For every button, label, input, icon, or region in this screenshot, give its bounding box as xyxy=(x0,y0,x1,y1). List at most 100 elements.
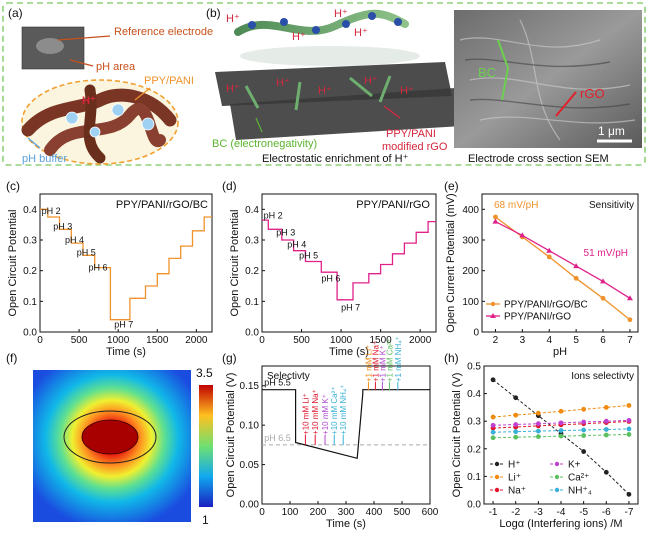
d-ph-annotation: pH 7 xyxy=(341,303,360,313)
e-slope-bc: 68 mV/pH xyxy=(494,200,538,211)
g-ytick-label: 0.10 xyxy=(240,421,260,432)
c-chart-title: PPY/PANI/rGO/BC xyxy=(116,199,208,211)
h-plus-b4: H⁺ xyxy=(354,27,368,39)
sem-rgo-arrow xyxy=(555,91,577,117)
g-addition-label: +1 mM Ca²⁺ xyxy=(385,338,394,382)
h-point xyxy=(581,427,587,433)
h-point xyxy=(581,419,587,425)
c-ytick-label: 0.2 xyxy=(23,266,37,277)
h-point xyxy=(490,377,496,383)
c-ytick-label: 0.4 xyxy=(23,205,37,216)
c-ph-annotation: pH 2 xyxy=(42,206,61,216)
h-point xyxy=(535,421,541,427)
d-series-line xyxy=(262,219,436,301)
d-plot-frame xyxy=(261,193,437,333)
h-plus-b5: H⁺ xyxy=(226,83,240,95)
d-ytick-label: 0.2 xyxy=(245,266,259,277)
g-xlabel: Time (s) xyxy=(326,518,366,530)
rgo-sheet-bottom xyxy=(230,88,462,140)
e-series-line-1 xyxy=(495,221,631,299)
e-legend-label: PPY/PANI/rGO/BC xyxy=(504,300,588,311)
e-xtick-label: 3 xyxy=(520,335,526,346)
h-point xyxy=(626,403,632,408)
h-legend-label: H⁺ xyxy=(508,460,521,471)
heatmap-electrode-core xyxy=(81,419,139,455)
h-xtick-label: -2 xyxy=(511,507,520,518)
h-ytick-label: 0.4 xyxy=(467,389,481,400)
h-point xyxy=(535,428,541,434)
sem-dark-texture xyxy=(464,58,631,109)
g-addition-label: +10 mM NH₄⁺ xyxy=(339,385,348,435)
pani-fibers xyxy=(244,75,392,111)
scale-bar-label: 1 μm xyxy=(598,124,625,138)
d-ph-annotation: pH 6 xyxy=(321,273,340,283)
panel-b-caption: Electrostatic enrichment of H⁺ xyxy=(262,153,409,165)
g-addition-label: +1 mM Na⁺ xyxy=(371,341,380,382)
e-xtick-label: 2 xyxy=(493,335,499,346)
g-xtick-label: 0 xyxy=(259,507,265,518)
h-legend-label: NH⁺₄ xyxy=(568,486,592,497)
h-point xyxy=(558,408,564,414)
h-point xyxy=(626,491,632,497)
c-ph-annotation: pH 4 xyxy=(65,235,84,245)
sem-caption: Electrode cross section SEM xyxy=(468,153,609,165)
e-slope-rgo: 51 mV/pH xyxy=(584,248,628,259)
h-xtick-label: -5 xyxy=(579,507,588,518)
g-addition-label: +10 mM K⁺ xyxy=(321,394,330,435)
c-ph-annotation: pH 7 xyxy=(114,319,133,329)
c-ytick-label: 0.3 xyxy=(23,236,37,247)
h-point xyxy=(558,433,564,439)
g-chart-title: Selectivty xyxy=(267,371,310,382)
e-ytick-label: 200 xyxy=(462,266,479,277)
c-xlabel: Time (s) xyxy=(106,346,146,358)
g-ph-label: pH 6.5 xyxy=(264,433,291,443)
g-addition-label: +10 mM Li⁺ xyxy=(301,393,310,435)
bc-electronegativity-label: BC (electronegativity) xyxy=(212,138,317,150)
h-ytick-label: 0.1 xyxy=(467,472,481,483)
h-point xyxy=(581,449,587,454)
h-legend-marker xyxy=(494,487,500,493)
e-ylabel: Open Current Potential (mV) xyxy=(445,193,457,332)
panel-label-a: (a) xyxy=(8,6,23,20)
colorbar-max: 3.5 xyxy=(196,366,213,380)
e-point xyxy=(519,232,526,238)
panel-label-e: (e) xyxy=(444,179,459,193)
h-legend-marker xyxy=(494,461,500,467)
h-point xyxy=(603,469,609,475)
h-point xyxy=(626,432,632,437)
d-ph-annotation: pH 2 xyxy=(264,211,283,221)
water-drop-1 xyxy=(65,111,79,125)
h-chart-title: Ions selectivty xyxy=(571,371,634,382)
d-xtick-label: 500 xyxy=(293,335,310,346)
d-ph-annotation: pH 4 xyxy=(287,240,306,250)
g-addition-label: +10 mM Na⁺ xyxy=(311,389,320,435)
g-addition-label: +1 mM Li⁺ xyxy=(364,345,373,382)
d-xlabel: Time (s) xyxy=(329,346,369,358)
h-legend-marker xyxy=(554,474,560,480)
sem-bc-arrow-2 xyxy=(501,67,509,101)
c-ylabel: Open Circuit Potential xyxy=(7,210,19,317)
g-series-line xyxy=(262,389,430,460)
e-xtick-label: 7 xyxy=(627,335,633,346)
h-ylabel: Open Circuit Potential (V) xyxy=(451,373,463,498)
g-addition-label: +1 mM K⁺ xyxy=(378,346,387,382)
h-legend-label: K+ xyxy=(568,460,581,471)
ppy-rgo-arrow xyxy=(383,105,401,119)
h-point xyxy=(513,422,519,427)
d-ph-annotation: pH 5 xyxy=(299,250,318,260)
h-point xyxy=(581,406,587,412)
h-xtick-label: -3 xyxy=(534,507,543,518)
e-ytick-label: 100 xyxy=(462,297,479,308)
h-point xyxy=(490,435,496,441)
e-xtick-label: 4 xyxy=(546,335,552,346)
e-ytick-label: 400 xyxy=(462,205,479,216)
h-plus-a: H⁺ xyxy=(82,95,96,107)
e-xlabel: pH xyxy=(553,346,567,358)
h-point xyxy=(513,395,519,401)
g-xtick-label: 500 xyxy=(394,507,411,518)
h-xtick-label: -1 xyxy=(489,507,498,518)
reference-electrode-label: Reference electrode xyxy=(114,26,213,38)
c-ph-annotation: pH 5 xyxy=(77,247,96,257)
panel-label-g: (g) xyxy=(222,351,237,365)
h-point xyxy=(603,427,609,432)
